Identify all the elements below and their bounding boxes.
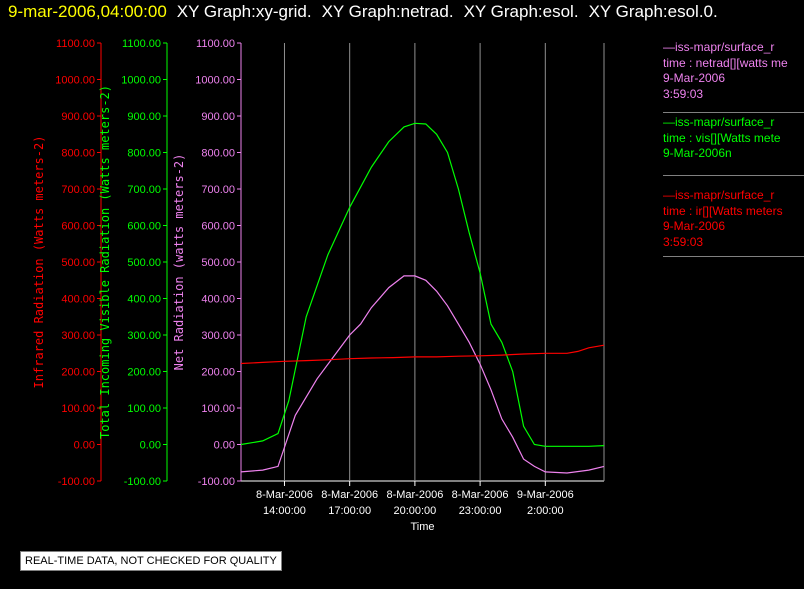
legend-time: 3:59:03 bbox=[663, 86, 704, 101]
series-line bbox=[240, 344, 605, 365]
y-tick-label: 1000.00 bbox=[195, 75, 235, 87]
y-tick-label: 1000.00 bbox=[55, 75, 95, 87]
x-tick-label: 23:00:00 bbox=[459, 505, 502, 517]
y-tick-label: 500.00 bbox=[127, 257, 161, 269]
x-tick-label: 8-Mar-2006 bbox=[386, 489, 443, 501]
graph-name-1: XY Graph:xy-grid. bbox=[176, 2, 312, 21]
x-tick-label: 2:00:00 bbox=[527, 505, 564, 517]
legend-entry-vis[interactable]: —iss-mapr/surface_r time : vis[][Watts m… bbox=[663, 115, 804, 162]
y-tick-label: -100.00 bbox=[124, 476, 161, 488]
y-tick-label: 400.00 bbox=[127, 294, 161, 306]
y-tick-label: 800.00 bbox=[127, 148, 161, 160]
y-tick-label: 500.00 bbox=[61, 257, 95, 269]
legend-date: 9-Mar-2006 bbox=[663, 219, 726, 233]
y-tick-label: 600.00 bbox=[61, 221, 95, 233]
y-tick-label: 1000.00 bbox=[121, 75, 161, 87]
y-tick-label: 0.00 bbox=[140, 440, 161, 452]
y-tick-label: 1100.00 bbox=[122, 38, 161, 50]
y-tick-label: 100.00 bbox=[127, 403, 161, 415]
y-tick-label: 700.00 bbox=[201, 184, 235, 196]
legend-variable: time : netrad[][watts me bbox=[663, 55, 788, 70]
x-tick-label: 8-Mar-2006 bbox=[256, 489, 313, 501]
series-line bbox=[240, 275, 605, 474]
graph-name-3: XY Graph:esol. bbox=[463, 2, 579, 21]
y-tick-label: 600.00 bbox=[127, 221, 161, 233]
y-tick-label: 700.00 bbox=[61, 184, 95, 196]
timestamp: 9-mar-2006,04:00:00 bbox=[8, 2, 167, 21]
legend-entry-ir[interactable]: —iss-mapr/surface_r time : ir[][Watts me… bbox=[663, 188, 804, 250]
graph-name-2: XY Graph:netrad. bbox=[321, 2, 454, 21]
y-tick-label: 900.00 bbox=[127, 111, 161, 123]
legend-divider bbox=[663, 256, 804, 257]
legend-date: 9-Mar-2006 bbox=[663, 71, 726, 85]
y-tick-label: 1100.00 bbox=[56, 38, 95, 50]
legend-entry-netrad[interactable]: —iss-mapr/surface_r time : netrad[][watt… bbox=[663, 40, 804, 102]
y-tick-label: -100.00 bbox=[58, 476, 95, 488]
x-tick-label: 14:00:00 bbox=[263, 505, 306, 517]
x-tick-label: 20:00:00 bbox=[393, 505, 436, 517]
y-axis-label: Net Radiation (watts meters-2) bbox=[172, 154, 186, 371]
y-tick-label: 100.00 bbox=[61, 403, 95, 415]
y-axis-label: Total Incoming Visible Radiation (Watts … bbox=[98, 85, 112, 439]
y-tick-label: 200.00 bbox=[201, 367, 235, 379]
y-axis-label: Infrared Radiation (Watts meters-2) bbox=[32, 136, 46, 389]
legend-time: 3:59:03 bbox=[663, 234, 704, 249]
y-tick-label: 400.00 bbox=[61, 294, 95, 306]
x-axis-label: Time bbox=[410, 521, 434, 533]
legend-source: —iss-mapr/surface_r bbox=[663, 40, 775, 54]
y-tick-label: 0.00 bbox=[74, 440, 95, 452]
y-tick-label: 600.00 bbox=[201, 221, 235, 233]
y-tick-label: 300.00 bbox=[61, 330, 95, 342]
y-tick-label: 800.00 bbox=[61, 148, 95, 160]
y-tick-label: 900.00 bbox=[201, 111, 235, 123]
y-tick-label: 200.00 bbox=[127, 367, 161, 379]
y-tick-label: 500.00 bbox=[201, 257, 235, 269]
legend-variable: time : vis[][Watts mete bbox=[663, 130, 781, 145]
y-tick-label: 0.00 bbox=[214, 440, 235, 452]
y-tick-label: 200.00 bbox=[61, 367, 95, 379]
legend-date: 9-Mar-2006n bbox=[663, 146, 732, 160]
legend-divider bbox=[663, 175, 804, 176]
x-tick-label: 17:00:00 bbox=[328, 505, 371, 517]
series-line bbox=[240, 122, 605, 447]
y-tick-label: -100.00 bbox=[198, 476, 235, 488]
legend-variable: time : ir[][Watts meters bbox=[663, 203, 783, 218]
y-tick-label: 100.00 bbox=[201, 403, 235, 415]
quality-note: REAL-TIME DATA, NOT CHECKED FOR QUALITY bbox=[20, 551, 282, 571]
legend-source: —iss-mapr/surface_r bbox=[663, 115, 775, 129]
title-bar: 9-mar-2006,04:00:00 XY Graph:xy-grid. XY G… bbox=[8, 2, 718, 22]
y-tick-label: 300.00 bbox=[127, 330, 161, 342]
y-tick-label: 900.00 bbox=[61, 111, 95, 123]
x-tick-label: 8-Mar-2006 bbox=[321, 489, 378, 501]
y-tick-label: 400.00 bbox=[201, 294, 235, 306]
y-tick-label: 800.00 bbox=[201, 148, 235, 160]
legend-source: —iss-mapr/surface_r bbox=[663, 188, 775, 202]
x-tick-label: 8-Mar-2006 bbox=[452, 489, 509, 501]
y-tick-label: 700.00 bbox=[127, 184, 161, 196]
legend-divider bbox=[663, 112, 804, 113]
graph-name-4: XY Graph:esol.0. bbox=[588, 2, 718, 21]
x-tick-label: 9-Mar-2006 bbox=[517, 489, 574, 501]
y-tick-label: 1100.00 bbox=[196, 38, 235, 50]
y-tick-label: 300.00 bbox=[201, 330, 235, 342]
